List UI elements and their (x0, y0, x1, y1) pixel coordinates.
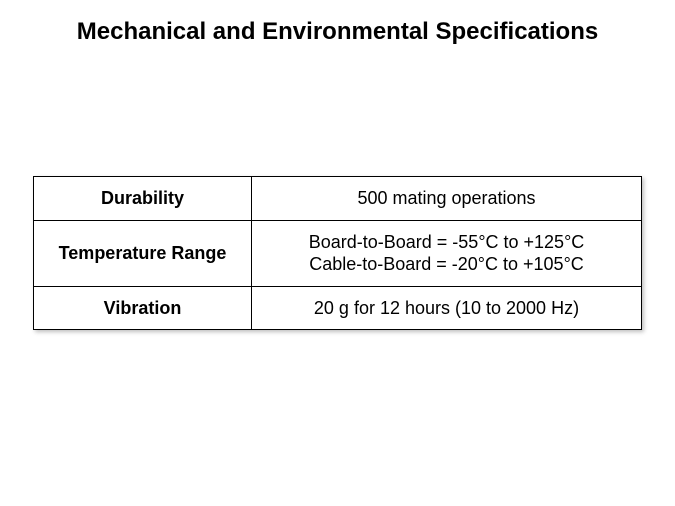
table-row: Durability 500 mating operations (34, 177, 642, 221)
spec-label: Temperature Range (34, 220, 252, 286)
table-row: Vibration 20 g for 12 hours (10 to 2000 … (34, 286, 642, 330)
spec-table-container: Durability 500 mating operations Tempera… (33, 176, 642, 330)
spec-label: Durability (34, 177, 252, 221)
page-title: Mechanical and Environmental Specificati… (0, 18, 675, 46)
spec-value-line: Cable-to-Board = -20°C to +105°C (260, 253, 633, 276)
spec-value-line: Board-to-Board = -55°C to +125°C (260, 231, 633, 254)
table-row: Temperature Range Board-to-Board = -55°C… (34, 220, 642, 286)
spec-value: Board-to-Board = -55°C to +125°C Cable-t… (252, 220, 642, 286)
spec-value: 20 g for 12 hours (10 to 2000 Hz) (252, 286, 642, 330)
spec-label: Vibration (34, 286, 252, 330)
spec-value: 500 mating operations (252, 177, 642, 221)
spec-table: Durability 500 mating operations Tempera… (33, 176, 642, 330)
